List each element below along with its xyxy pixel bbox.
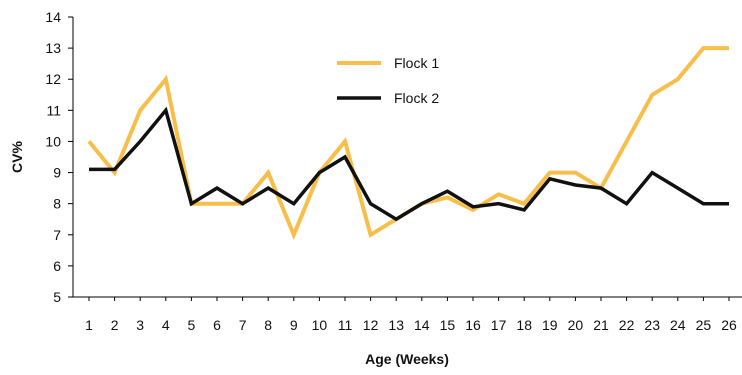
x-tick-label: 19 xyxy=(542,317,558,333)
x-tick-label: 26 xyxy=(721,317,737,333)
x-tick-label: 23 xyxy=(644,317,660,333)
x-tick-label: 11 xyxy=(338,317,353,333)
x-tick-label: 14 xyxy=(414,317,430,333)
y-tick-label: 7 xyxy=(53,227,61,243)
legend-label: Flock 1 xyxy=(394,55,439,71)
series-lines xyxy=(87,46,729,241)
x-tick-label: 21 xyxy=(593,317,609,333)
x-ticks: 1 2 3 4 5 6 7 8 9 10 11 12 13 14 15 16 17 18 19 20 21 22 23 24 2… xyxy=(85,297,737,333)
series-line-flock-1 xyxy=(87,46,729,241)
x-tick-label: 4 xyxy=(162,317,170,333)
legend: Flock 1 Flock 2 xyxy=(337,55,439,106)
x-tick-label: 3 xyxy=(136,317,144,333)
x-tick-label: 15 xyxy=(440,317,456,333)
x-tick-label: 6 xyxy=(213,317,221,333)
y-tick-label: 10 xyxy=(45,133,61,149)
x-tick-label: 2 xyxy=(111,317,119,333)
x-tick-label: 16 xyxy=(465,317,481,333)
x-tick-label: 18 xyxy=(516,317,532,333)
x-tick-label: 9 xyxy=(290,317,298,333)
x-tick-label: 5 xyxy=(188,317,196,333)
x-tick-label: 17 xyxy=(491,317,507,333)
x-tick-label: 22 xyxy=(619,317,635,333)
y-tick-label: 13 xyxy=(45,40,61,56)
x-tick-label: 25 xyxy=(696,317,712,333)
y-tick-label: 14 xyxy=(45,9,61,25)
x-axis-title: Age (Weeks) xyxy=(365,351,449,367)
x-tick-label: 24 xyxy=(670,317,686,333)
y-ticks: 5 6 7 8 9 10 11 12 13 14 xyxy=(45,9,73,305)
x-tick-label: 20 xyxy=(568,317,584,333)
y-axis-title: CV% xyxy=(9,141,25,173)
x-tick-label: 10 xyxy=(312,317,328,333)
legend-label: Flock 2 xyxy=(394,90,439,106)
y-tick-label: 8 xyxy=(53,196,61,212)
y-tick-label: 12 xyxy=(45,71,61,87)
y-tick-label: 9 xyxy=(53,165,61,181)
x-tick-label: 8 xyxy=(264,317,272,333)
y-tick-label: 6 xyxy=(53,258,61,274)
axes xyxy=(72,17,742,298)
y-tick-label: 11 xyxy=(46,102,61,118)
x-tick-label: 7 xyxy=(239,317,247,333)
y-tick-label: 5 xyxy=(53,289,61,305)
x-tick-label: 12 xyxy=(363,317,379,333)
series-line-flock-2 xyxy=(89,106,729,222)
x-tick-label: 1 xyxy=(85,317,93,333)
x-tick-label: 13 xyxy=(388,317,404,333)
